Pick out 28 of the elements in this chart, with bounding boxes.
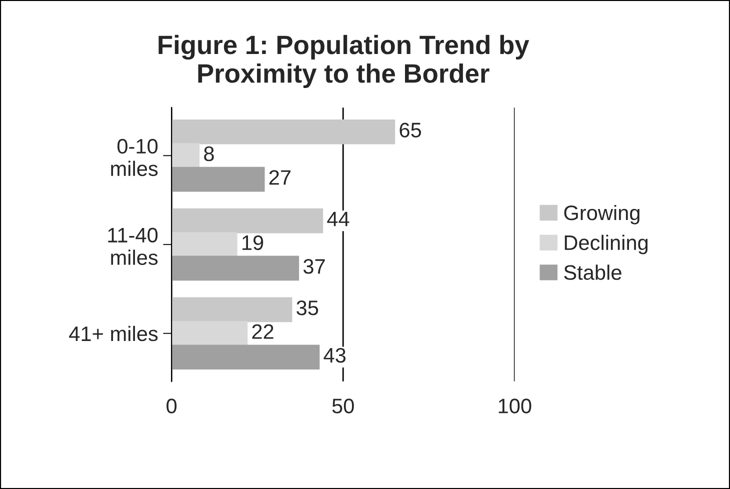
x-tick-label: 0 xyxy=(166,398,177,414)
data-label: 27 xyxy=(269,170,290,185)
bar xyxy=(172,321,248,346)
x-tick-label: 100 xyxy=(498,398,532,414)
data-label: 37 xyxy=(303,259,325,274)
legend-label: Stable xyxy=(564,264,622,280)
data-label: 65 xyxy=(400,122,422,138)
bar xyxy=(172,166,265,192)
data-label: 43 xyxy=(324,348,346,363)
data-label: 19 xyxy=(242,235,264,250)
data-label: 35 xyxy=(296,300,318,316)
data-label: 8 xyxy=(204,146,214,162)
y-tick-label: 0-10 miles xyxy=(111,138,158,176)
legend-label: Growing xyxy=(564,204,640,224)
bar xyxy=(172,119,396,144)
y-tick-label: 11-40 miles xyxy=(108,228,158,265)
bar xyxy=(172,208,324,234)
bar xyxy=(172,297,292,322)
data-label: 44 xyxy=(327,212,350,226)
bar xyxy=(172,344,320,370)
y-tick-label: 41+ miles xyxy=(69,326,158,342)
bar xyxy=(172,256,300,281)
bar xyxy=(172,232,238,257)
legend-label: Declining xyxy=(564,234,648,254)
x-tick-label: 50 xyxy=(332,398,354,414)
chart-title: Figure 1: Population Trend by Proximity to the Border xyxy=(158,34,530,88)
data-label: 22 xyxy=(252,324,274,339)
bar xyxy=(172,143,200,168)
